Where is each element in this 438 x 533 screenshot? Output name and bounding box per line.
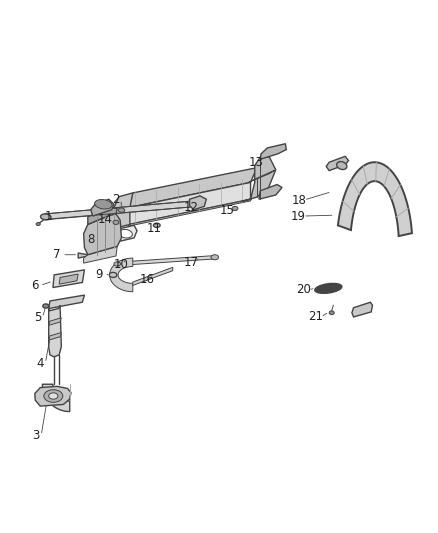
Polygon shape: [113, 193, 133, 228]
Polygon shape: [88, 208, 117, 224]
Ellipse shape: [41, 214, 51, 220]
Polygon shape: [242, 157, 276, 201]
Polygon shape: [91, 199, 114, 216]
Text: 14: 14: [98, 213, 113, 226]
Polygon shape: [113, 225, 137, 242]
Ellipse shape: [44, 390, 63, 402]
Polygon shape: [59, 274, 78, 284]
Text: 8: 8: [87, 233, 95, 246]
Ellipse shape: [114, 262, 120, 266]
Text: 20: 20: [296, 283, 311, 296]
Text: 1: 1: [45, 211, 53, 223]
Polygon shape: [129, 182, 251, 224]
Ellipse shape: [36, 223, 40, 225]
Text: 21: 21: [308, 310, 323, 324]
Ellipse shape: [329, 311, 334, 314]
Polygon shape: [84, 246, 117, 263]
Polygon shape: [260, 144, 286, 159]
Polygon shape: [133, 268, 173, 286]
Text: 19: 19: [290, 209, 306, 223]
Polygon shape: [49, 333, 61, 340]
Polygon shape: [129, 199, 251, 226]
Polygon shape: [338, 162, 412, 236]
Text: 9: 9: [95, 268, 103, 280]
Polygon shape: [116, 255, 215, 265]
Polygon shape: [35, 386, 71, 406]
Ellipse shape: [232, 206, 238, 211]
Polygon shape: [248, 170, 276, 182]
Ellipse shape: [153, 223, 160, 228]
Polygon shape: [49, 295, 85, 309]
Polygon shape: [84, 214, 121, 255]
Text: 12: 12: [184, 201, 199, 214]
Polygon shape: [129, 168, 257, 208]
Ellipse shape: [211, 255, 219, 260]
Ellipse shape: [95, 199, 112, 209]
Polygon shape: [45, 200, 198, 220]
Text: 16: 16: [140, 273, 155, 286]
Ellipse shape: [109, 272, 117, 278]
Ellipse shape: [118, 208, 125, 212]
Polygon shape: [78, 246, 116, 258]
Text: 4: 4: [36, 357, 44, 370]
Polygon shape: [49, 305, 61, 357]
Ellipse shape: [315, 284, 342, 293]
Text: 6: 6: [31, 279, 39, 292]
Polygon shape: [326, 156, 349, 171]
Ellipse shape: [193, 201, 201, 206]
Text: 15: 15: [220, 205, 235, 217]
Polygon shape: [259, 184, 282, 199]
Polygon shape: [53, 270, 85, 287]
Text: 13: 13: [248, 156, 263, 169]
Ellipse shape: [43, 304, 49, 308]
Text: 2: 2: [112, 193, 120, 206]
Text: 5: 5: [34, 311, 41, 324]
Text: 17: 17: [184, 256, 199, 269]
Ellipse shape: [113, 220, 119, 224]
Polygon shape: [42, 384, 70, 411]
Ellipse shape: [337, 161, 347, 169]
Ellipse shape: [49, 393, 58, 399]
Text: 3: 3: [32, 429, 40, 442]
Text: 7: 7: [53, 248, 61, 261]
Polygon shape: [110, 258, 133, 292]
Polygon shape: [190, 196, 206, 209]
Text: 11: 11: [146, 222, 161, 235]
Text: 18: 18: [291, 193, 306, 207]
Polygon shape: [49, 318, 61, 325]
Ellipse shape: [119, 229, 132, 238]
Text: 10: 10: [114, 258, 129, 271]
Polygon shape: [352, 302, 372, 317]
